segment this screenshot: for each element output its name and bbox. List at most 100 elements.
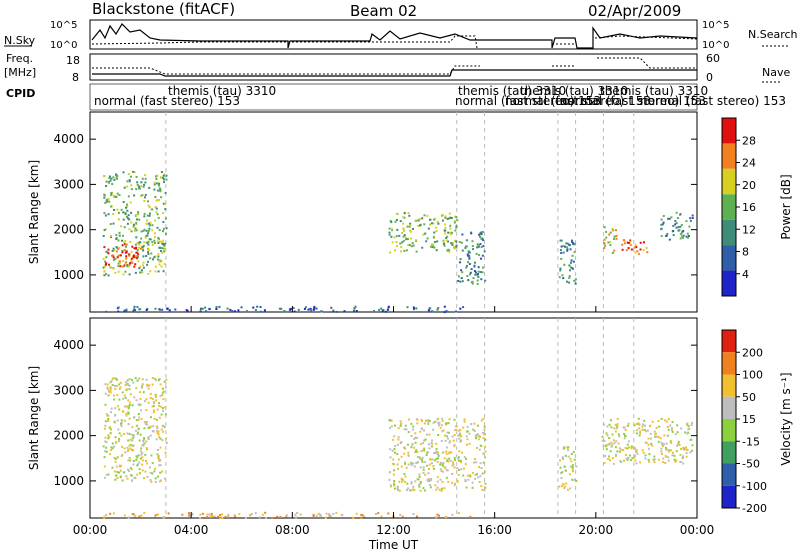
data-cell (410, 230, 413, 233)
data-cell (159, 189, 162, 192)
data-cell (292, 307, 295, 309)
data-cell (443, 466, 446, 469)
data-cell (132, 223, 135, 226)
data-cell (416, 456, 419, 459)
data-cell (162, 202, 165, 205)
data-cell (423, 439, 426, 442)
data-cell (455, 240, 458, 243)
data-cell (453, 246, 455, 248)
data-cell (434, 484, 437, 487)
data-cell (413, 465, 416, 468)
data-cell (324, 516, 327, 519)
data-cell (455, 225, 458, 228)
data-cell (395, 235, 398, 238)
data-cell (458, 450, 461, 453)
data-cell (441, 430, 444, 433)
data-cell (146, 234, 149, 237)
data-cell (410, 464, 413, 467)
data-cell (674, 223, 677, 226)
data-cell (673, 458, 676, 461)
data-cell (666, 434, 669, 437)
data-cell (156, 408, 159, 411)
data-cell (653, 458, 656, 461)
data-cell (162, 247, 165, 250)
data-cell (117, 248, 120, 250)
data-cell (389, 456, 392, 459)
data-cell (160, 259, 163, 262)
data-cell (471, 240, 474, 243)
data-cell (479, 271, 482, 273)
data-cell (154, 232, 156, 235)
data-cell (571, 241, 574, 244)
data-cell (165, 437, 168, 440)
data-cell (679, 213, 682, 216)
data-cell (153, 409, 155, 412)
data-cell (115, 441, 118, 444)
data-cell (440, 489, 443, 492)
data-cell (623, 242, 626, 245)
data-cell (244, 516, 247, 519)
data-cell (152, 411, 155, 414)
data-cell (293, 310, 296, 313)
data-cell (399, 420, 402, 423)
data-cell (405, 466, 408, 469)
data-cell (126, 222, 129, 225)
data-cell (128, 228, 131, 231)
data-cell (199, 513, 202, 516)
cpid-entry: themis (tau) 3310 (600, 84, 708, 98)
data-cell (569, 457, 572, 460)
x-tick-label: 16:00 (477, 523, 512, 537)
data-cell (126, 388, 128, 391)
data-cell (438, 424, 440, 427)
data-cell (441, 417, 444, 420)
data-cell (445, 423, 448, 426)
data-cell (127, 448, 130, 451)
data-cell (668, 238, 671, 241)
data-cell (442, 242, 445, 245)
data-cell (154, 396, 157, 398)
data-cell (148, 186, 151, 189)
data-cell (152, 258, 154, 261)
data-cell (639, 432, 642, 435)
data-cell (124, 262, 127, 265)
data-cell (432, 421, 435, 424)
data-cell (682, 230, 685, 232)
data-cell (660, 227, 663, 230)
nsky-tick-high: 10^5 (50, 20, 77, 31)
data-cell (393, 469, 395, 472)
data-cell (569, 266, 572, 269)
data-cell (227, 515, 229, 518)
data-cell (664, 454, 667, 457)
data-cell (154, 480, 157, 483)
data-cell (621, 248, 624, 251)
data-cell (111, 377, 114, 380)
data-cell (609, 450, 612, 453)
colorbar-segment (722, 441, 736, 464)
data-cell (259, 306, 262, 308)
y-tick-label: 3000 (53, 383, 84, 397)
data-cell (142, 247, 145, 250)
data-cell (161, 308, 164, 311)
data-cell (453, 221, 456, 224)
data-cell (417, 219, 420, 222)
data-cell (570, 465, 573, 468)
data-cell (421, 456, 424, 459)
data-cell (125, 414, 128, 417)
data-cell (572, 470, 574, 473)
data-cell (157, 430, 160, 433)
data-cell (676, 444, 679, 447)
data-cell (428, 468, 430, 470)
data-cell (158, 258, 161, 261)
data-cell (689, 220, 692, 222)
data-cell (157, 258, 159, 261)
data-cell (614, 424, 617, 426)
data-cell (163, 380, 166, 383)
data-cell (675, 211, 678, 214)
data-cell (639, 241, 642, 244)
data-cell (452, 463, 455, 466)
data-cell (569, 487, 572, 490)
data-cell (443, 487, 446, 490)
data-cell (139, 247, 142, 250)
data-cell (561, 485, 564, 488)
data-cell (626, 241, 629, 244)
